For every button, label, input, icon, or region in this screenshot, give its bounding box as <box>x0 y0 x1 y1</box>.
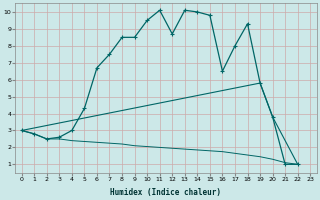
X-axis label: Humidex (Indice chaleur): Humidex (Indice chaleur) <box>110 188 221 197</box>
